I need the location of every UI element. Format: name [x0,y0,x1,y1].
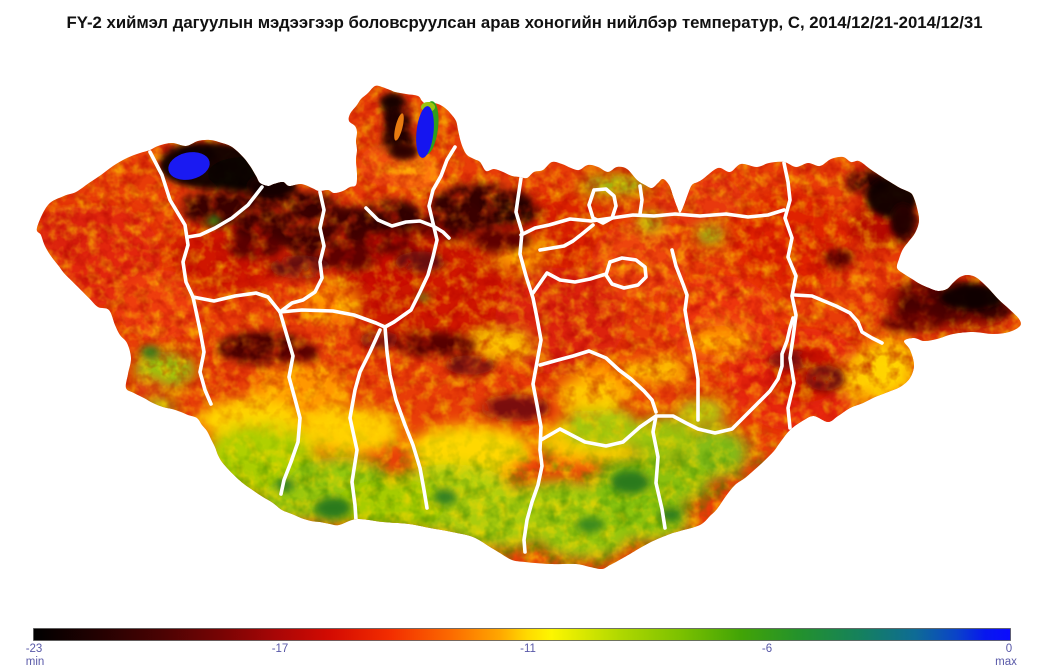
svg-text:-23: -23 [26,643,43,655]
svg-text:-6: -6 [762,643,772,655]
svg-text:-11: -11 [520,643,536,655]
svg-text:0: 0 [1006,643,1012,655]
svg-text:min: min [26,656,45,666]
svg-text:-17: -17 [272,643,289,655]
svg-text:max: max [995,656,1017,666]
